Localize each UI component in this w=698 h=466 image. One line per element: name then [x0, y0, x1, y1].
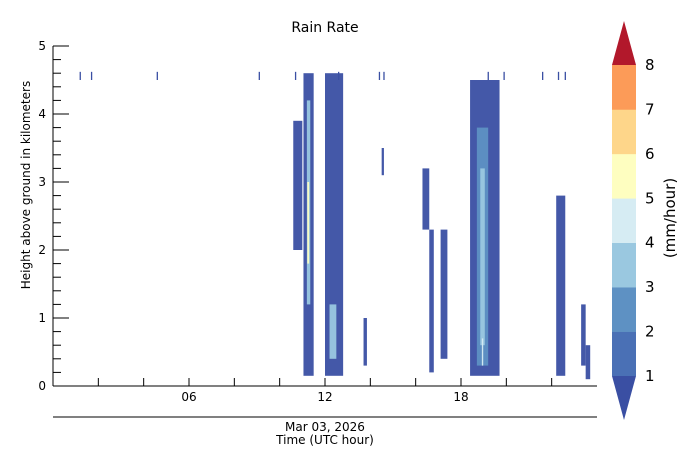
rain-cell-10 [440, 229, 448, 359]
colorbar-tick-label-3: 4 [645, 234, 655, 252]
colorbar-tick-label-1: 2 [645, 323, 655, 341]
colorbar-segment-6 [612, 65, 636, 110]
colorbar: 1 2 3 4 5 6 7 8 [612, 21, 655, 420]
x-tick-label-1: 12 [317, 390, 332, 404]
rain-cell-3 [293, 120, 303, 250]
y-axis-label: Height above ground in kilometers [19, 81, 33, 289]
colorbar-segment-3 [612, 198, 636, 244]
top-streak-8 [487, 71, 489, 80]
colorbar-segment-1 [612, 287, 636, 332]
colorbar-label: (mm/hour) [661, 178, 679, 258]
top-streak-3 [258, 71, 260, 80]
rain-cell-16 [581, 304, 586, 366]
rain-cell-14 [481, 338, 484, 366]
y-tick-label-0: 0 [38, 379, 46, 393]
top-streak-1 [90, 71, 93, 80]
x-axis-label: Time (UTC hour) [275, 433, 374, 447]
y-tick-label-5: 5 [38, 39, 46, 53]
top-streak-6 [378, 71, 381, 80]
top-streaks [79, 71, 566, 80]
rain-cell-13 [480, 168, 485, 346]
top-streak-4 [294, 71, 297, 80]
x-tick-label-2: 18 [453, 390, 468, 404]
y-tick-label-3: 3 [38, 175, 46, 189]
colorbar-under-arrow [612, 376, 636, 420]
rain-cell-17 [585, 345, 591, 380]
colorbar-tick-label-2: 3 [645, 278, 655, 296]
top-streak-0 [79, 71, 81, 80]
rain-cell-2 [307, 182, 310, 264]
top-streak-7 [383, 71, 385, 80]
rain-cell-7 [381, 148, 384, 176]
y-tick-label-2: 2 [38, 243, 46, 257]
plot-area [53, 46, 597, 386]
top-streak-2 [156, 71, 158, 80]
colorbar-segment-2 [612, 242, 636, 288]
colorbar-segment-0 [612, 331, 636, 377]
rain-cell-5 [329, 304, 337, 359]
rain-cell-8 [422, 168, 430, 230]
colorbar-segment-4 [612, 153, 636, 199]
colorbar-tick-label-7: 8 [645, 56, 655, 74]
colorbar-over-arrow [612, 21, 636, 65]
rain-cell-15 [556, 195, 566, 376]
top-streak-10 [542, 71, 544, 80]
top-streak-11 [557, 71, 560, 80]
colorbar-tick-label-6: 7 [645, 100, 655, 118]
top-streak-12 [564, 71, 566, 80]
rain-cell-9 [429, 229, 434, 373]
colorbar-tick-label-0: 1 [645, 367, 655, 385]
rain-cell-4 [325, 73, 344, 376]
colorbar-tick-label-4: 5 [645, 189, 655, 207]
colorbar-tick-label-5: 6 [645, 145, 655, 163]
rain-cell-6 [363, 318, 367, 366]
top-streak-9 [503, 71, 505, 80]
x-tick-label-0: 06 [181, 390, 196, 404]
chart-title: Rain Rate [291, 20, 358, 36]
y-tick-label-4: 4 [38, 107, 46, 121]
rain-rate-cells [293, 73, 591, 380]
top-streak-5 [338, 71, 340, 80]
date-label: Mar 03, 2026 [285, 420, 365, 434]
y-tick-label-1: 1 [38, 311, 46, 325]
colorbar-segment-5 [612, 109, 636, 155]
